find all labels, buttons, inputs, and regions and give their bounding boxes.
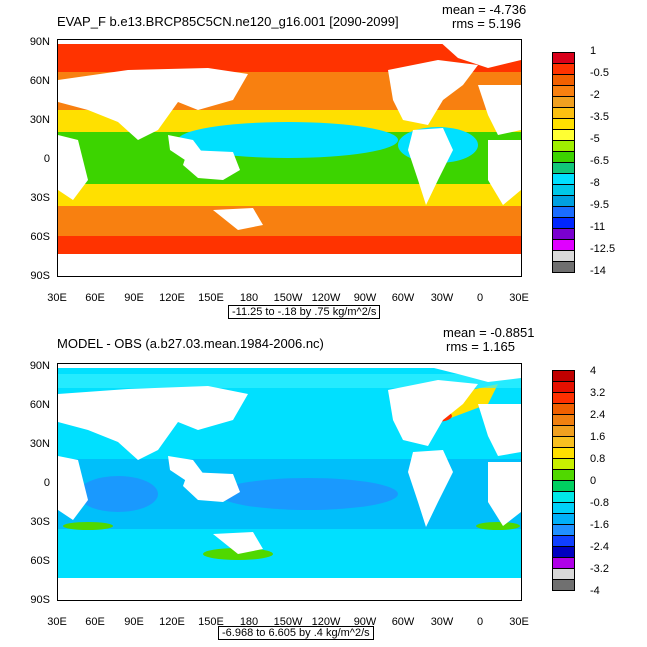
ocean-deep-patch <box>218 478 398 510</box>
colorbar-label: 1.6 <box>590 431 606 443</box>
lon-tick-label: 150E <box>198 616 224 628</box>
ocean-light-band <box>58 374 521 388</box>
lat-tick-label: 60S <box>30 231 50 243</box>
colorbar-label: -9.5 <box>590 199 609 211</box>
lon-tick-label: 150W <box>273 292 303 304</box>
rms-label: rms = 5.196 <box>452 16 522 31</box>
contour-info-box: -11.25 to -.18 by .75 kg/m^2/s <box>228 305 381 319</box>
lon-tick-label: 90W <box>353 616 377 628</box>
colorbar-label: -1.6 <box>590 519 609 531</box>
map-plot <box>57 39 522 277</box>
lon-tick-label: 120E <box>159 292 185 304</box>
colorbar-label: -0.5 <box>590 67 609 79</box>
lon-tick-label: 180 <box>239 616 259 628</box>
panel-title: EVAP_F b.e13.BRCP85C5CN.ne120_g16.001 [2… <box>57 14 399 29</box>
colorbar-label: -14 <box>590 265 606 277</box>
lat-tick-label: 30N <box>29 438 50 450</box>
lon-tick-label: 120W <box>311 616 341 628</box>
lat-tick-label: 30N <box>29 114 50 126</box>
land-masses <box>58 364 521 600</box>
top-panel: EVAP_F b.e13.BRCP85C5CN.ne120_g16.001 [2… <box>0 0 647 323</box>
lon-tick-label: 0 <box>476 292 484 304</box>
lon-tick-label: 60W <box>391 292 415 304</box>
map-plot <box>57 363 522 601</box>
lon-tick-label: 30E <box>47 292 67 304</box>
colorbar-label: 1 <box>590 45 597 57</box>
lon-tick-label: 180 <box>239 292 259 304</box>
lon-tick-label: 90E <box>124 616 144 628</box>
lon-tick-label: 150E <box>198 292 224 304</box>
lat-tick-label: 60N <box>29 75 50 87</box>
ocean-green-patch <box>63 522 113 530</box>
lat-tick-label: 0 <box>43 477 50 489</box>
lon-tick-label: 30W <box>430 292 454 304</box>
lon-tick-label: 30W <box>430 616 454 628</box>
lon-tick-label: 90E <box>124 292 144 304</box>
lat-tick-label: 60S <box>30 555 50 567</box>
lat-tick-label: 90N <box>29 36 50 48</box>
lat-tick-label: 90S <box>30 270 50 282</box>
mean-label: mean = -4.736 <box>442 2 527 17</box>
band-core-pacific <box>178 122 398 158</box>
lon-tick-label: 150W <box>273 616 303 628</box>
map-canvas <box>58 40 521 276</box>
lat-tick-label: 30S <box>30 516 50 528</box>
lat-tick-label: 90N <box>29 360 50 372</box>
colorbar-label: 0.8 <box>590 453 606 465</box>
lon-tick-label: 120E <box>159 616 185 628</box>
colorbar-label: -12.5 <box>590 243 616 255</box>
band-mid-south <box>58 184 521 206</box>
lon-tick-label: 30E <box>509 292 529 304</box>
lon-tick-label: 0 <box>476 616 484 628</box>
colorbar-label: 2.4 <box>590 409 606 421</box>
lat-tick-label: 30S <box>30 192 50 204</box>
lat-tick-label: 0 <box>43 153 50 165</box>
mean-label: mean = -0.8851 <box>443 325 535 340</box>
colorbar-swatch <box>552 261 575 273</box>
panel-title: MODEL - OBS (a.b27.03.mean.1984-2006.nc) <box>57 336 324 351</box>
colorbar-label: 0 <box>590 475 597 487</box>
colorbar-label: -5 <box>590 133 600 145</box>
colorbar-label: -3.5 <box>590 111 609 123</box>
lon-tick-label: 60E <box>85 616 105 628</box>
colorbar-label: 3.2 <box>590 387 606 399</box>
band-sub-south <box>58 206 521 236</box>
lon-tick-label: 120W <box>311 292 341 304</box>
colorbar-label: -11 <box>590 221 606 233</box>
lat-tick-label: 90S <box>30 594 50 606</box>
lon-tick-label: 30E <box>509 616 529 628</box>
band-polar-south <box>58 236 521 254</box>
contour-info-box: -6.968 to 6.605 by .4 kg/m^2/s <box>218 626 374 640</box>
colorbar-label: 4 <box>590 365 597 377</box>
colorbar-swatch <box>552 579 575 591</box>
colorbar-label: -8 <box>590 177 600 189</box>
colorbar-label: -2 <box>590 89 600 101</box>
map-canvas <box>58 364 521 600</box>
colorbar-label: -0.8 <box>590 497 609 509</box>
lon-tick-label: 30E <box>47 616 67 628</box>
lat-tick-label: 60N <box>29 399 50 411</box>
band-eq <box>58 162 521 184</box>
lon-tick-label: 60E <box>85 292 105 304</box>
colorbar-label: -6.5 <box>590 155 609 167</box>
rms-label: rms = 1.165 <box>446 339 516 354</box>
land-masses <box>58 40 521 276</box>
lon-tick-label: 60W <box>391 616 415 628</box>
bottom-panel: MODEL - OBS (a.b27.03.mean.1984-2006.nc)… <box>0 323 647 646</box>
colorbar-label: -2.4 <box>590 541 609 553</box>
colorbar-label: -3.2 <box>590 563 609 575</box>
ocean-green-patch <box>476 522 520 530</box>
lon-tick-label: 90W <box>353 292 377 304</box>
colorbar-label: -4 <box>590 585 600 597</box>
ocean-deep-patch <box>78 476 158 512</box>
